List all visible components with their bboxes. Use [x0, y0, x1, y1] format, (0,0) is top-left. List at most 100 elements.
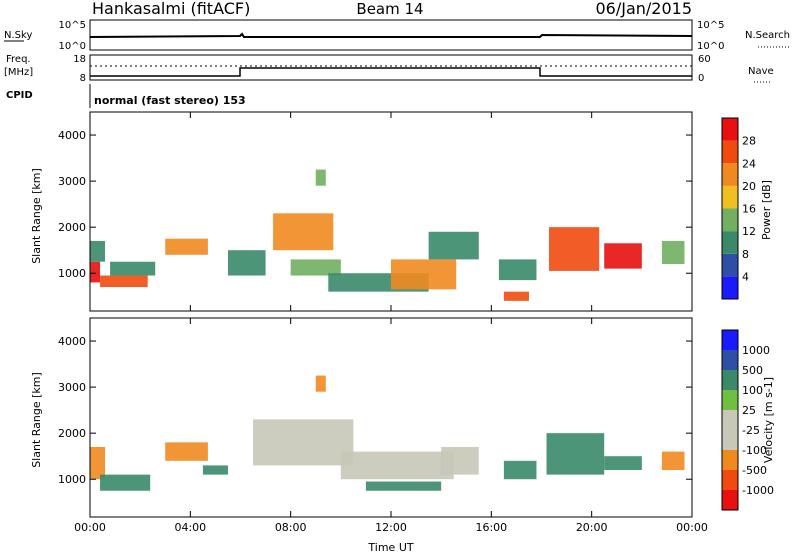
data-region [90, 261, 101, 283]
velocity-colorbar-swatches [722, 330, 738, 510]
colorbar-swatch [722, 208, 738, 232]
colorbar-swatch [722, 430, 738, 450]
cpid-label: CPID [6, 90, 33, 101]
colorbar-swatch [722, 370, 738, 390]
nsky-tick-hi: 10^5 [59, 20, 86, 31]
ytick-label: 2000 [58, 427, 86, 440]
data-region [604, 243, 642, 269]
cpid-text: normal (fast stereo) 153 [94, 94, 246, 107]
velocity-ylabel: Slant Range [km] [30, 372, 43, 468]
data-region [549, 227, 600, 271]
xtick-label: 04:00 [174, 521, 206, 534]
ytick-label: 4000 [58, 335, 86, 348]
colorbar-swatch [722, 253, 738, 277]
freq-tick-hi: 18 [73, 54, 86, 65]
data-region [110, 261, 156, 276]
data-region [441, 446, 479, 475]
colorbar-swatch [722, 118, 738, 141]
colorbar-tick-label: 24 [742, 157, 756, 170]
data-region [604, 456, 642, 471]
xtick-label: 12:00 [375, 521, 407, 534]
xtick-label: 00:00 [676, 521, 708, 534]
velocity-data [90, 375, 685, 491]
ytick-label: 1000 [58, 267, 86, 280]
nsearch-tick-hi: 10^5 [697, 20, 724, 31]
colorbar-swatch [722, 350, 738, 370]
colorbar-swatch [722, 450, 738, 470]
ytick-label: 3000 [58, 381, 86, 394]
nsky-panel: N.Sky 10^5 10^0 10^5 10^0 N.Search [4, 19, 790, 52]
ytick-label: 2000 [58, 221, 86, 234]
nave-label: Nave [748, 66, 774, 77]
nsky-line [89, 32, 693, 38]
velocity-xticks: 00:00 04:00 08:00 12:00 16:00 20:00 00:00 [74, 318, 708, 534]
colorbar-tick-label: 4 [742, 270, 749, 283]
power-xticks [89, 112, 693, 311]
colorbar-swatch [722, 140, 738, 164]
colorbar-swatch [722, 231, 738, 254]
colorbar-swatch [722, 390, 738, 410]
xtick-label: 00:00 [74, 521, 106, 534]
data-region [315, 375, 326, 392]
freq-tick-lo: 8 [80, 73, 86, 84]
data-region [661, 451, 685, 471]
freq-label: Freq. [6, 54, 31, 65]
colorbar-tick-label: 28 [742, 135, 756, 148]
colorbar-tick-label: -100 [742, 444, 767, 457]
power-colorbar-label: Power [dB] [760, 180, 773, 240]
data-region [290, 259, 341, 276]
data-region [365, 481, 442, 491]
cpid-panel: CPID normal (fast stereo) 153 [6, 84, 246, 108]
velocity-colorbar: -1000 -500 -100 -25 25 100 500 1000 Velocity [m… [721, 329, 775, 511]
colorbar-tick-label: 20 [742, 180, 756, 193]
colorbar-swatch [722, 276, 738, 299]
colorbar-tick-label: -500 [742, 464, 767, 477]
colorbar-swatch [722, 163, 738, 186]
power-panel: Slant Range [km] 1000 2000 3000 4000 [30, 111, 693, 312]
power-yticks: 1000 2000 3000 4000 [58, 129, 692, 280]
data-region [90, 446, 106, 480]
xtick-label: 16:00 [475, 521, 507, 534]
velocity-colorbar-label: Velocity [m s-1] [762, 377, 775, 463]
nsky-label: N.Sky [4, 30, 32, 41]
colorbar-tick-label: 25 [742, 404, 756, 417]
xtick-label: 20:00 [576, 521, 608, 534]
data-region [503, 291, 529, 301]
date-title: 06/Jan/2015 [595, 0, 692, 18]
data-region [202, 465, 228, 475]
data-region [100, 275, 148, 288]
power-data [90, 169, 685, 301]
data-region [165, 442, 208, 461]
data-region [315, 169, 326, 186]
freq-panel: Freq. [MHz] 18 8 60 0 Nave [4, 54, 774, 84]
colorbar-tick-label: 8 [742, 248, 749, 261]
nave-tick-lo: 0 [698, 73, 704, 84]
beam-title: Beam 14 [356, 0, 423, 18]
data-region [661, 240, 685, 265]
data-region [90, 240, 106, 262]
station-title: Hankasalmi (fitACF) [92, 0, 250, 18]
colorbar-swatch [722, 330, 738, 350]
power-colorbar-ticks: 4 8 12 16 20 24 28 [742, 135, 756, 284]
data-region [227, 250, 266, 276]
velocity-xlabel: Time UT [367, 541, 413, 554]
data-region [503, 460, 537, 480]
xtick-label: 08:00 [275, 521, 307, 534]
data-region [273, 213, 334, 251]
colorbar-swatch [722, 470, 738, 490]
data-region [100, 474, 151, 491]
colorbar-tick-label: 1000 [742, 344, 770, 357]
ytick-label: 4000 [58, 129, 86, 142]
data-region [546, 433, 605, 475]
colorbar-swatch [722, 410, 738, 430]
colorbar-tick-label: -25 [742, 424, 760, 437]
velocity-colorbar-ticks: -1000 -500 -100 -25 25 100 500 1000 [742, 344, 774, 497]
data-region [498, 259, 537, 281]
colorbar-tick-label: 12 [742, 225, 756, 238]
power-colorbar-swatches [722, 118, 738, 299]
data-region [340, 451, 454, 480]
power-colorbar: 4 8 12 16 20 24 28 Power [dB] [721, 117, 773, 300]
colorbar-tick-label: 16 [742, 203, 756, 216]
